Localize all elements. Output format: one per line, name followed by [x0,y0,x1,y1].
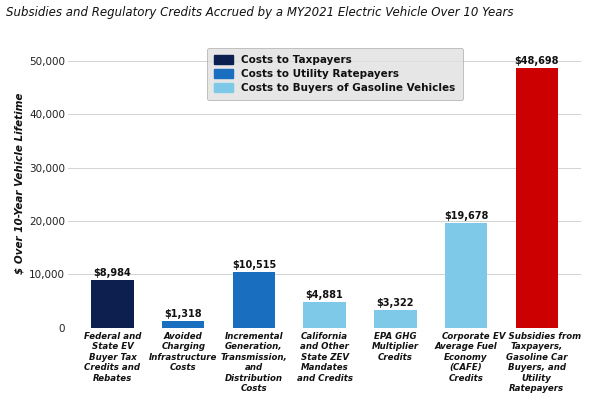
Bar [233,272,275,328]
Text: $8,984: $8,984 [94,268,131,278]
Text: Subsidies and Regulatory Credits Accrued by a MY2021 Electric Vehicle Over 10 Ye: Subsidies and Regulatory Credits Accrued… [6,6,514,19]
Bar [162,321,205,328]
Text: $1,318: $1,318 [164,309,202,319]
Text: $19,678: $19,678 [444,211,488,221]
Text: $3,322: $3,322 [377,298,414,308]
Text: $10,515: $10,515 [232,260,276,270]
Legend: Costs to Taxpayers, Costs to Utility Ratepayers, Costs to Buyers of Gasoline Veh: Costs to Taxpayers, Costs to Utility Rat… [207,48,463,100]
Text: $4,881: $4,881 [306,290,343,300]
Text: $48,698: $48,698 [514,56,559,66]
Bar [515,68,558,328]
Bar [374,310,416,328]
Bar [445,223,487,328]
Bar [304,302,346,328]
Bar [91,280,134,328]
Y-axis label: $ Over 10-Year Vehicle Lifetime: $ Over 10-Year Vehicle Lifetime [15,93,25,274]
